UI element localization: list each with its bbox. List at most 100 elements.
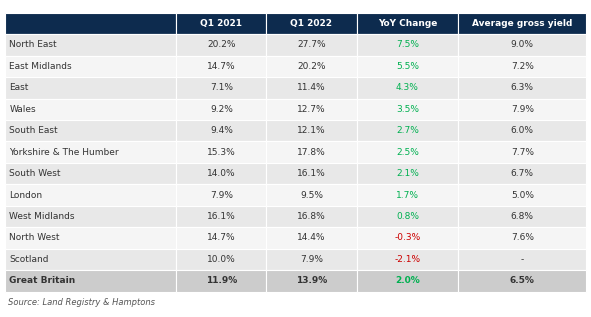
Text: 14.7%: 14.7% [207,234,236,243]
Text: 7.2%: 7.2% [511,62,534,71]
Bar [459,34,586,55]
Bar [459,13,586,34]
Bar [459,227,586,249]
Text: 13.9%: 13.9% [296,276,327,285]
Text: East Midlands: East Midlands [9,62,72,71]
Bar [356,120,459,141]
Text: 9.4%: 9.4% [210,126,233,135]
Bar [459,270,586,292]
Bar [267,184,356,206]
Bar [459,99,586,120]
Text: 5.0%: 5.0% [511,191,534,200]
Bar [356,184,459,206]
Bar [459,184,586,206]
Bar [176,99,267,120]
Bar [267,141,356,163]
Text: South East: South East [9,126,58,135]
Text: 7.6%: 7.6% [511,234,534,243]
Text: 10.0%: 10.0% [207,255,236,264]
Bar [176,120,267,141]
Bar [459,55,586,77]
Bar [5,141,176,163]
Bar [176,270,267,292]
Bar [356,99,459,120]
Text: Average gross yield: Average gross yield [472,19,573,28]
Text: 2.5%: 2.5% [396,148,419,157]
Text: North East: North East [9,40,57,49]
Text: London: London [9,191,43,200]
Text: Source: Land Registry & Hamptons: Source: Land Registry & Hamptons [8,298,155,307]
Text: 7.9%: 7.9% [210,191,233,200]
Bar [356,270,459,292]
Text: 7.1%: 7.1% [210,83,233,92]
Bar [356,206,459,227]
Text: 7.7%: 7.7% [511,148,534,157]
Bar [356,249,459,270]
Bar [356,34,459,55]
Bar [176,227,267,249]
Bar [5,249,176,270]
Bar [5,206,176,227]
Text: East: East [9,83,29,92]
Text: 12.1%: 12.1% [297,126,326,135]
Bar [267,55,356,77]
Text: 2.0%: 2.0% [395,276,420,285]
Text: 17.8%: 17.8% [297,148,326,157]
Text: Q1 2021: Q1 2021 [200,19,242,28]
Text: 11.9%: 11.9% [206,276,237,285]
Bar [356,13,459,34]
Bar [459,249,586,270]
Bar [267,77,356,99]
Bar [5,270,176,292]
Text: 9.2%: 9.2% [210,105,233,114]
Bar [176,77,267,99]
Bar [267,270,356,292]
Bar [267,13,356,34]
Text: 7.9%: 7.9% [511,105,534,114]
Text: Wales: Wales [9,105,36,114]
Text: 3.5%: 3.5% [396,105,419,114]
Bar [267,120,356,141]
Bar [267,227,356,249]
Bar [5,34,176,55]
Text: Yorkshire & The Humber: Yorkshire & The Humber [9,148,119,157]
Bar [5,184,176,206]
Text: 2.1%: 2.1% [396,169,419,178]
Bar [176,249,267,270]
Text: 7.5%: 7.5% [396,40,419,49]
Text: 11.4%: 11.4% [297,83,326,92]
Bar [267,99,356,120]
Text: 9.0%: 9.0% [511,40,534,49]
Bar [176,55,267,77]
Text: 16.8%: 16.8% [297,212,326,221]
Bar [176,141,267,163]
Text: 6.3%: 6.3% [511,83,534,92]
Text: 12.7%: 12.7% [297,105,326,114]
Bar [5,55,176,77]
Text: 6.5%: 6.5% [510,276,535,285]
Text: -0.3%: -0.3% [394,234,421,243]
Text: Great Britain: Great Britain [9,276,76,285]
Text: -2.1%: -2.1% [394,255,421,264]
Bar [5,163,176,184]
Bar [176,163,267,184]
Bar [5,13,176,34]
Bar [5,120,176,141]
Text: 16.1%: 16.1% [297,169,326,178]
Text: South West: South West [9,169,61,178]
Bar [176,206,267,227]
Bar [5,77,176,99]
Bar [356,227,459,249]
Bar [267,163,356,184]
Bar [176,34,267,55]
Text: 4.3%: 4.3% [396,83,419,92]
Text: 6.0%: 6.0% [511,126,534,135]
Text: West Midlands: West Midlands [9,212,75,221]
Bar [356,163,459,184]
Text: 14.4%: 14.4% [297,234,326,243]
Text: North West: North West [9,234,60,243]
Bar [267,206,356,227]
Bar [459,141,586,163]
Text: 6.7%: 6.7% [511,169,534,178]
Bar [356,55,459,77]
